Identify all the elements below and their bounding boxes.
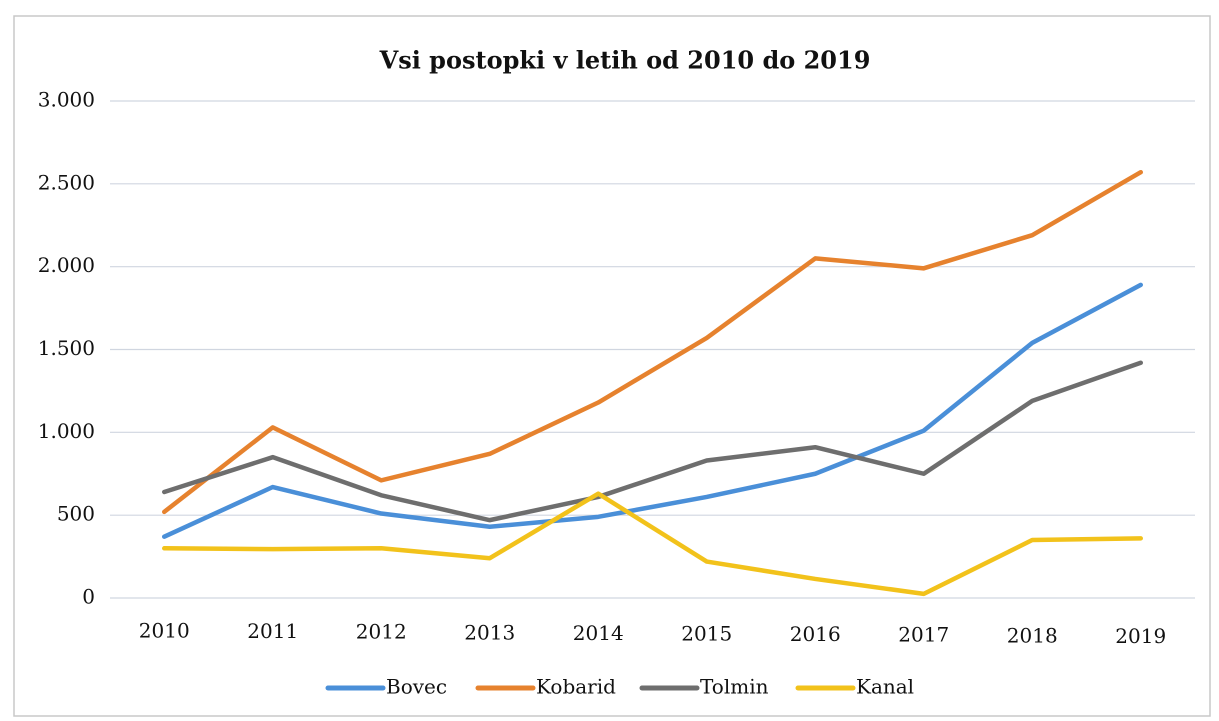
legend-label: Tolmin xyxy=(700,675,769,699)
x-tick-label: 2015 xyxy=(681,622,732,646)
legend-label: Kanal xyxy=(856,675,914,699)
y-tick-label: 0 xyxy=(82,585,95,609)
x-tick-label: 2018 xyxy=(1007,623,1058,647)
y-tick-label: 2.500 xyxy=(38,170,95,194)
legend-label: Kobarid xyxy=(536,675,616,699)
legend-label: Bovec xyxy=(386,675,447,699)
chart-frame xyxy=(13,15,1211,717)
y-tick-label: 2.000 xyxy=(38,253,95,277)
series-line xyxy=(162,360,1143,523)
chart-title: Vsi postopki v letih od 2010 do 2019 xyxy=(379,46,871,75)
x-tick-label: 2011 xyxy=(247,619,298,643)
y-tick-label: 3.000 xyxy=(38,88,95,112)
x-tick-label: 2017 xyxy=(898,623,949,647)
x-tick-label: 2012 xyxy=(356,620,407,644)
series-line xyxy=(162,282,1143,539)
series-line xyxy=(162,491,1143,597)
x-tick-label: 2016 xyxy=(790,622,841,646)
x-tick-label: 2019 xyxy=(1115,624,1166,648)
y-tick-label: 1.000 xyxy=(38,419,95,443)
x-tick-label: 2010 xyxy=(139,619,190,643)
x-tick-label: 2014 xyxy=(573,621,624,645)
y-tick-label: 1.500 xyxy=(38,336,95,360)
x-tick-label: 2013 xyxy=(464,620,515,644)
y-tick-label: 500 xyxy=(57,502,95,526)
series-line xyxy=(162,169,1143,515)
